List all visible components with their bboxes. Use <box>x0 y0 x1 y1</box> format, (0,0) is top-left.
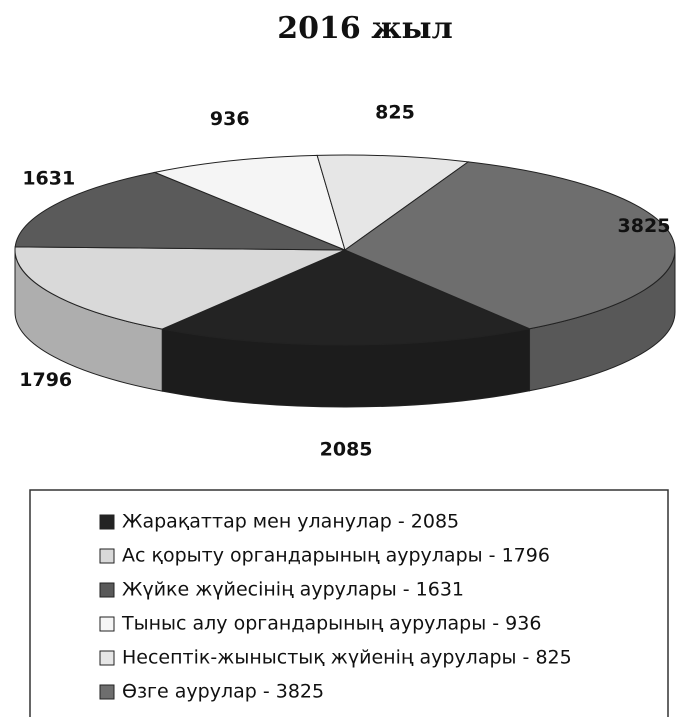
slice <box>316 154 470 251</box>
legend-swatch <box>99 650 115 666</box>
data-label: 3825 <box>618 215 671 237</box>
chart-title: 2016 жыл <box>277 11 452 46</box>
legend-swatch <box>99 514 115 530</box>
data-label: 2085 <box>320 439 373 461</box>
legend-label: Ас қорыту органдарының аурулары - 1796 <box>122 545 550 567</box>
legend-label: Жарақаттар мен уланулар - 2085 <box>122 511 459 533</box>
legend-label: Жүйке жүйесінің аурулары - 1631 <box>122 579 464 601</box>
data-label: 1631 <box>22 168 75 190</box>
legend-box <box>29 489 669 717</box>
legend-swatch <box>99 684 115 700</box>
slice <box>14 171 346 251</box>
slice <box>153 154 346 251</box>
legend-label: Өзге аурулар - 3825 <box>122 681 324 703</box>
slice <box>343 161 676 330</box>
data-label: 936 <box>210 108 250 130</box>
data-label: 1796 <box>19 369 72 391</box>
slice <box>14 246 346 330</box>
legend-swatch <box>99 616 115 632</box>
legend-swatch <box>99 582 115 598</box>
legend-label: Несептік-жыныстық жүйенің аурулары - 825 <box>122 647 572 669</box>
legend-label: Тыныс алу органдарының аурулары - 936 <box>121 613 541 635</box>
data-label: 825 <box>375 102 415 124</box>
legend-swatch <box>99 548 115 564</box>
slice <box>160 249 532 346</box>
